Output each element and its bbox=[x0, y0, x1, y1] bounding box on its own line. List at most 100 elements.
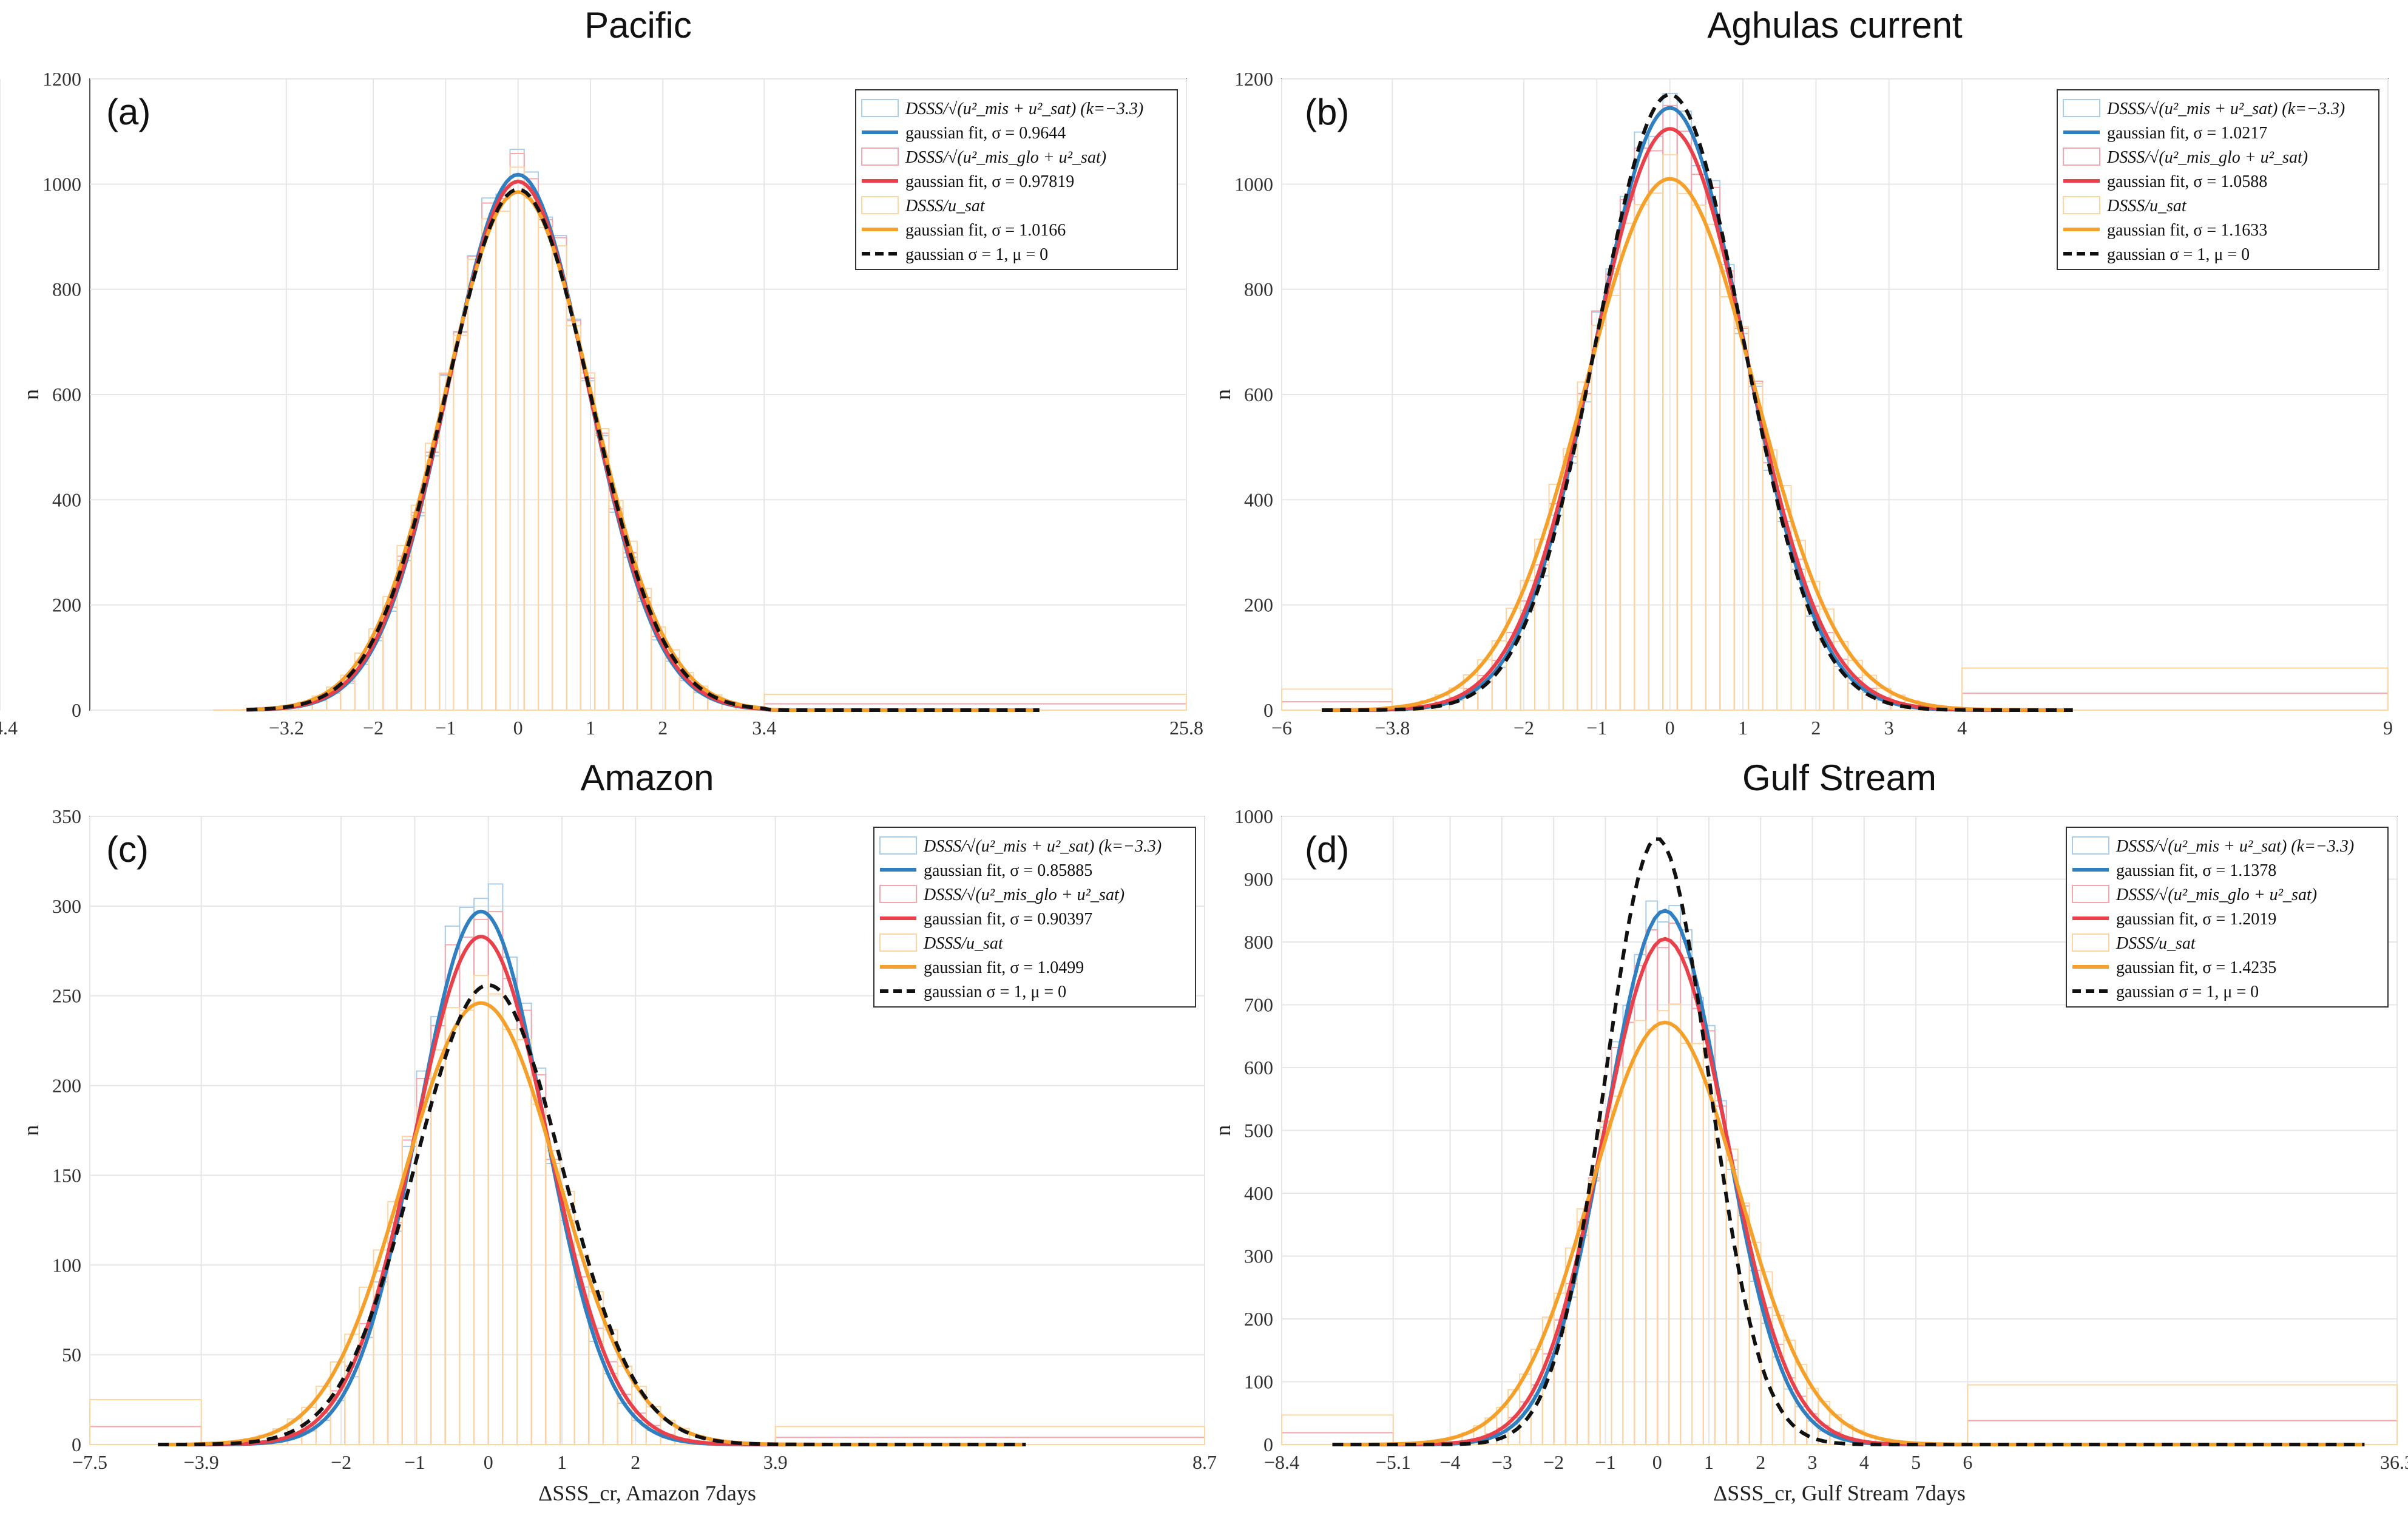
y-tick-label: 1000 bbox=[1234, 805, 1273, 827]
x-tick-label: −2 bbox=[1513, 717, 1534, 739]
histogram-bar-outer-right bbox=[1961, 667, 2389, 711]
x-tick-label: −4.4 bbox=[0, 717, 18, 739]
legend-entry-label: DSSS/u_sat bbox=[905, 197, 986, 215]
legend-entry-label: DSSS/√(u²_mis_glo + u²_sat) bbox=[2115, 886, 2317, 904]
x-tick-label: 1 bbox=[1704, 1451, 1714, 1473]
x-tick-label: 2 bbox=[631, 1451, 640, 1473]
y-axis-label: n bbox=[19, 1125, 43, 1136]
x-tick-label: 2 bbox=[1811, 717, 1821, 739]
legend-entry-label: gaussian fit, σ = 1.0588 bbox=[2107, 172, 2267, 191]
x-tick-label: 0 bbox=[484, 1451, 493, 1473]
x-tick-label: −5.1 bbox=[1376, 1451, 1411, 1473]
y-tick-label: 600 bbox=[1244, 1057, 1273, 1079]
y-tick-label: 200 bbox=[52, 594, 81, 616]
y-tick-label: 500 bbox=[1244, 1120, 1273, 1142]
x-tick-label: −1 bbox=[404, 1451, 425, 1473]
legend-entry-label: gaussian fit, σ = 0.9644 bbox=[905, 124, 1066, 143]
y-tick-label: 100 bbox=[52, 1254, 81, 1276]
legend-swatch-histogram bbox=[2072, 885, 2109, 903]
histogram-hist_orange bbox=[1281, 154, 2389, 711]
y-tick-label: 0 bbox=[72, 699, 81, 721]
legend-entry-label: gaussian fit, σ = 1.0499 bbox=[924, 958, 1084, 977]
y-tick-label: 200 bbox=[1244, 1308, 1273, 1330]
legend-entry-label: DSSS/√(u²_mis_glo + u²_sat) bbox=[905, 148, 1106, 167]
x-tick-label: −4 bbox=[1440, 1451, 1461, 1473]
y-tick-label: 100 bbox=[1244, 1371, 1273, 1393]
panel-label: (c) bbox=[106, 829, 149, 870]
legend-swatch-histogram bbox=[861, 147, 899, 166]
legend-entry-label: gaussian fit, σ = 1.2019 bbox=[2116, 910, 2276, 929]
y-tick-label: 800 bbox=[1244, 279, 1273, 300]
y-axis-label: n bbox=[1211, 1125, 1235, 1136]
legend-entry-label: DSSS/u_sat bbox=[2106, 197, 2187, 215]
panel-title: Gulf Stream bbox=[1742, 757, 1936, 798]
x-tick-label: 25.8 bbox=[1169, 717, 1203, 739]
y-tick-label: 400 bbox=[1244, 1182, 1273, 1204]
legend-entry-label: gaussian σ = 1, μ = 0 bbox=[905, 245, 1048, 264]
y-tick-label: 350 bbox=[52, 805, 81, 827]
legend-entry-label: DSSS/√(u²_mis + u²_sat) (k=−3.3) bbox=[923, 837, 1162, 856]
x-tick-label: 2 bbox=[658, 717, 668, 739]
panel-label: (b) bbox=[1305, 92, 1349, 132]
legend-entry-label: gaussian fit, σ = 0.97819 bbox=[905, 172, 1074, 191]
legend-swatch-histogram bbox=[879, 836, 917, 855]
y-tick-label: 200 bbox=[1244, 594, 1273, 616]
y-tick-label: 300 bbox=[1244, 1245, 1273, 1267]
x-tick-label: 1 bbox=[586, 717, 595, 739]
panel-title: Pacific bbox=[584, 5, 692, 46]
x-tick-label: −7.5 bbox=[72, 1451, 107, 1473]
y-tick-label: 150 bbox=[52, 1164, 81, 1186]
legend-swatch-histogram bbox=[2063, 99, 2100, 117]
y-tick-label: 200 bbox=[52, 1075, 81, 1097]
x-tick-label: −1 bbox=[435, 717, 456, 739]
legend-entry-label: gaussian fit, σ = 1.4235 bbox=[2116, 958, 2276, 977]
y-tick-label: 0 bbox=[1263, 699, 1273, 721]
x-axis-label: ΔSSS_cr, Amazon 7days bbox=[538, 1481, 756, 1505]
legend-entry-label: DSSS/√(u²_mis_glo + u²_sat) bbox=[2106, 148, 2308, 167]
x-tick-label: 36.3 bbox=[2380, 1451, 2408, 1473]
legend-entry-label: DSSS/√(u²_mis + u²_sat) (k=−3.3) bbox=[2106, 100, 2345, 118]
y-tick-label: 50 bbox=[62, 1344, 81, 1366]
x-tick-label: 1 bbox=[557, 1451, 567, 1473]
legend: DSSS/√(u²_mis + u²_sat) (k=−3.3) gaussian… bbox=[2057, 89, 2379, 270]
y-tick-label: 800 bbox=[1244, 931, 1273, 953]
x-tick-label: 3.4 bbox=[752, 717, 776, 739]
legend-swatch-histogram bbox=[2072, 933, 2109, 952]
panel-b: 0 200 400 600 800 1000 1200 −6 −3.8 −2 −1 0 1 2 3 4 9 Agh… bbox=[1211, 5, 2393, 739]
y-tick-label: 600 bbox=[1244, 384, 1273, 405]
x-tick-label: 8.7 bbox=[1192, 1451, 1217, 1473]
legend-entry-label: DSSS/√(u²_mis + u²_sat) (k=−3.3) bbox=[2115, 837, 2354, 856]
x-tick-label: −3.2 bbox=[269, 717, 304, 739]
reference-gaussian-curve bbox=[246, 187, 1040, 712]
reference-gaussian-curve bbox=[1322, 92, 2073, 712]
legend-entry-label: DSSS/u_sat bbox=[923, 934, 1004, 953]
panel-label: (a) bbox=[106, 92, 150, 132]
panel-c: 0 50 100 150 200 250 300 350 −7.5 −3.9 −2 −1 0 1 2 3.9 8… bbox=[19, 757, 1217, 1505]
x-tick-label: −2 bbox=[363, 717, 384, 739]
legend-box bbox=[873, 827, 1196, 1008]
panel-title: Amazon bbox=[580, 757, 714, 798]
x-tick-label: −2 bbox=[331, 1451, 351, 1473]
y-tick-label: 1200 bbox=[1234, 68, 1273, 90]
y-tick-label: 1000 bbox=[42, 173, 81, 195]
y-axis-label: n bbox=[19, 389, 43, 400]
y-tick-label: 900 bbox=[1244, 869, 1273, 890]
legend-entry-label: gaussian σ = 1, μ = 0 bbox=[2116, 983, 2259, 1001]
x-tick-label: 0 bbox=[513, 717, 523, 739]
legend-entry-label: gaussian fit, σ = 0.90397 bbox=[924, 910, 1092, 929]
y-tick-label: 300 bbox=[52, 895, 81, 917]
legend-swatch-histogram bbox=[879, 885, 917, 903]
x-tick-label: −3 bbox=[1492, 1451, 1512, 1473]
legend-entry-label: gaussian fit, σ = 1.1633 bbox=[2107, 221, 2267, 240]
reference-gaussian-curve bbox=[1332, 837, 2365, 1446]
legend-entry-label: gaussian fit, σ = 1.0166 bbox=[905, 221, 1066, 240]
panel-title: Aghulas current bbox=[1707, 5, 1963, 46]
histogram-bar-outer-left bbox=[89, 1399, 202, 1446]
panel-a: 0 200 400 600 800 1000 1200 −4.4 −3.2 −2 −1 0 1 2 3.4 2… bbox=[0, 5, 1203, 739]
y-tick-label: 600 bbox=[52, 384, 81, 405]
x-tick-label: −1 bbox=[1586, 717, 1607, 739]
legend-swatch-histogram bbox=[2063, 196, 2100, 214]
legend-entry-label: gaussian fit, σ = 1.1378 bbox=[2116, 861, 2276, 880]
x-tick-label: 1 bbox=[1738, 717, 1748, 739]
